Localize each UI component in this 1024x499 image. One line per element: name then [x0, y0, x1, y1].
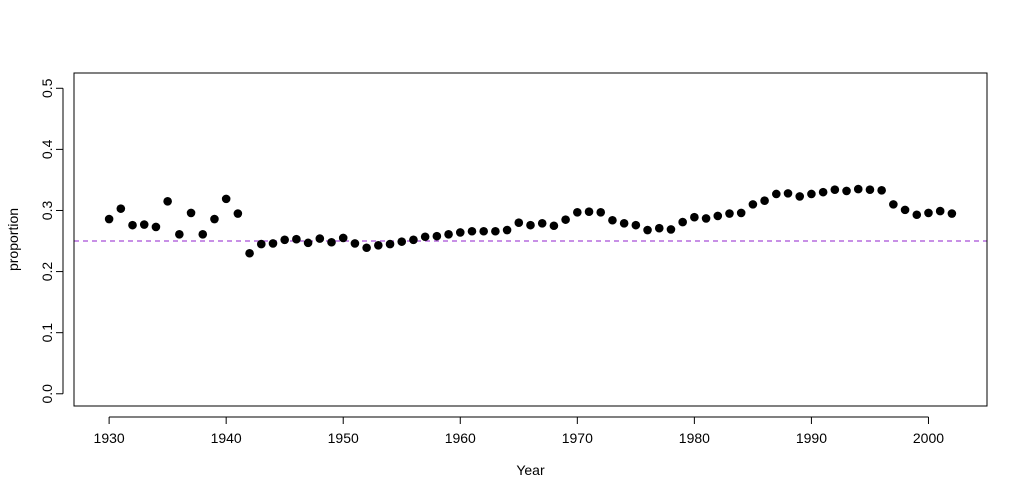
data-point — [409, 235, 418, 245]
data-point — [514, 218, 524, 227]
x-axis-title: Year — [516, 462, 545, 478]
data-point — [186, 208, 196, 218]
y-tick-label: 0.4 — [39, 139, 55, 159]
y-tick-label: 0.2 — [39, 262, 55, 282]
data-point — [596, 208, 606, 217]
data-point — [198, 230, 208, 239]
plot-frame — [73, 72, 988, 407]
data-point — [830, 185, 840, 195]
x-tick-label: 1970 — [562, 430, 593, 446]
data-point — [350, 239, 360, 248]
data-point — [818, 187, 828, 197]
x-tick-label: 1960 — [445, 430, 476, 446]
data-point — [549, 221, 559, 231]
data-point — [666, 225, 676, 234]
data-point — [374, 241, 383, 250]
data-point — [432, 231, 442, 241]
data-point — [397, 237, 407, 246]
data-point — [912, 210, 922, 220]
data-point — [420, 232, 430, 242]
data-point — [842, 186, 851, 196]
data-point — [748, 200, 758, 209]
data-point — [924, 208, 933, 218]
data-point — [139, 220, 149, 229]
y-tick-label: 0.5 — [39, 78, 55, 98]
data-point — [502, 225, 512, 235]
x-tick-label: 1930 — [94, 430, 125, 446]
data-point — [175, 230, 184, 239]
data-point — [537, 219, 547, 228]
data-point — [128, 220, 137, 230]
data-point — [491, 226, 500, 236]
data-point — [315, 234, 325, 243]
data-point — [116, 204, 126, 213]
y-tick-label: 0.3 — [39, 201, 55, 221]
data-point — [303, 238, 313, 248]
data-point — [584, 207, 594, 216]
data-point — [280, 235, 289, 245]
data-point — [151, 222, 161, 232]
data-point — [713, 211, 723, 221]
data-point — [900, 205, 910, 215]
data-point — [561, 215, 570, 224]
x-tick-label: 1950 — [328, 430, 359, 446]
data-point — [865, 185, 875, 195]
data-point — [760, 196, 769, 206]
data-point — [467, 226, 477, 236]
y-axis-title: proportion — [5, 208, 21, 271]
data-point — [631, 220, 641, 230]
data-point — [385, 239, 395, 249]
data-point — [690, 212, 699, 222]
data-point — [245, 248, 254, 258]
data-point — [947, 209, 957, 218]
data-point — [479, 226, 488, 236]
data-point — [877, 186, 886, 195]
x-axis: 1930 1940 1950 1960 1970 1980 1990 2000 — [94, 416, 944, 446]
data-point — [853, 184, 863, 194]
data-point — [725, 209, 734, 218]
data-point — [455, 228, 465, 237]
data-point — [338, 233, 348, 243]
x-tick-label: 1990 — [796, 430, 827, 446]
data-point — [935, 206, 945, 216]
data-point — [526, 220, 535, 230]
data-point — [783, 189, 793, 198]
data-point — [163, 197, 172, 206]
data-point — [256, 239, 266, 249]
y-axis: 0.0 0.1 0.2 0.3 0.4 0.5 — [39, 78, 64, 404]
x-tick-label: 1980 — [679, 430, 710, 446]
data-point — [104, 214, 114, 224]
data-point — [268, 239, 278, 248]
data-point — [643, 225, 652, 235]
data-point — [736, 208, 746, 218]
y-tick-label: 0.1 — [39, 323, 55, 343]
data-point — [292, 234, 301, 244]
data-point — [678, 217, 687, 227]
data-point — [221, 194, 231, 204]
x-tick-label: 1940 — [211, 430, 242, 446]
data-point — [807, 189, 816, 199]
data-point — [327, 237, 336, 247]
points-layer — [104, 184, 957, 258]
data-point — [233, 209, 243, 218]
data-point — [795, 192, 805, 201]
data-point — [362, 243, 371, 253]
data-point — [889, 200, 898, 209]
data-point — [619, 219, 629, 228]
data-point — [444, 230, 453, 239]
data-point — [608, 215, 617, 225]
data-point — [573, 208, 582, 217]
data-point — [701, 214, 711, 223]
y-tick-label: 0.0 — [39, 384, 55, 404]
data-point — [772, 189, 781, 199]
x-tick-label: 2000 — [913, 430, 944, 446]
data-point — [654, 223, 664, 233]
data-point — [210, 214, 219, 224]
